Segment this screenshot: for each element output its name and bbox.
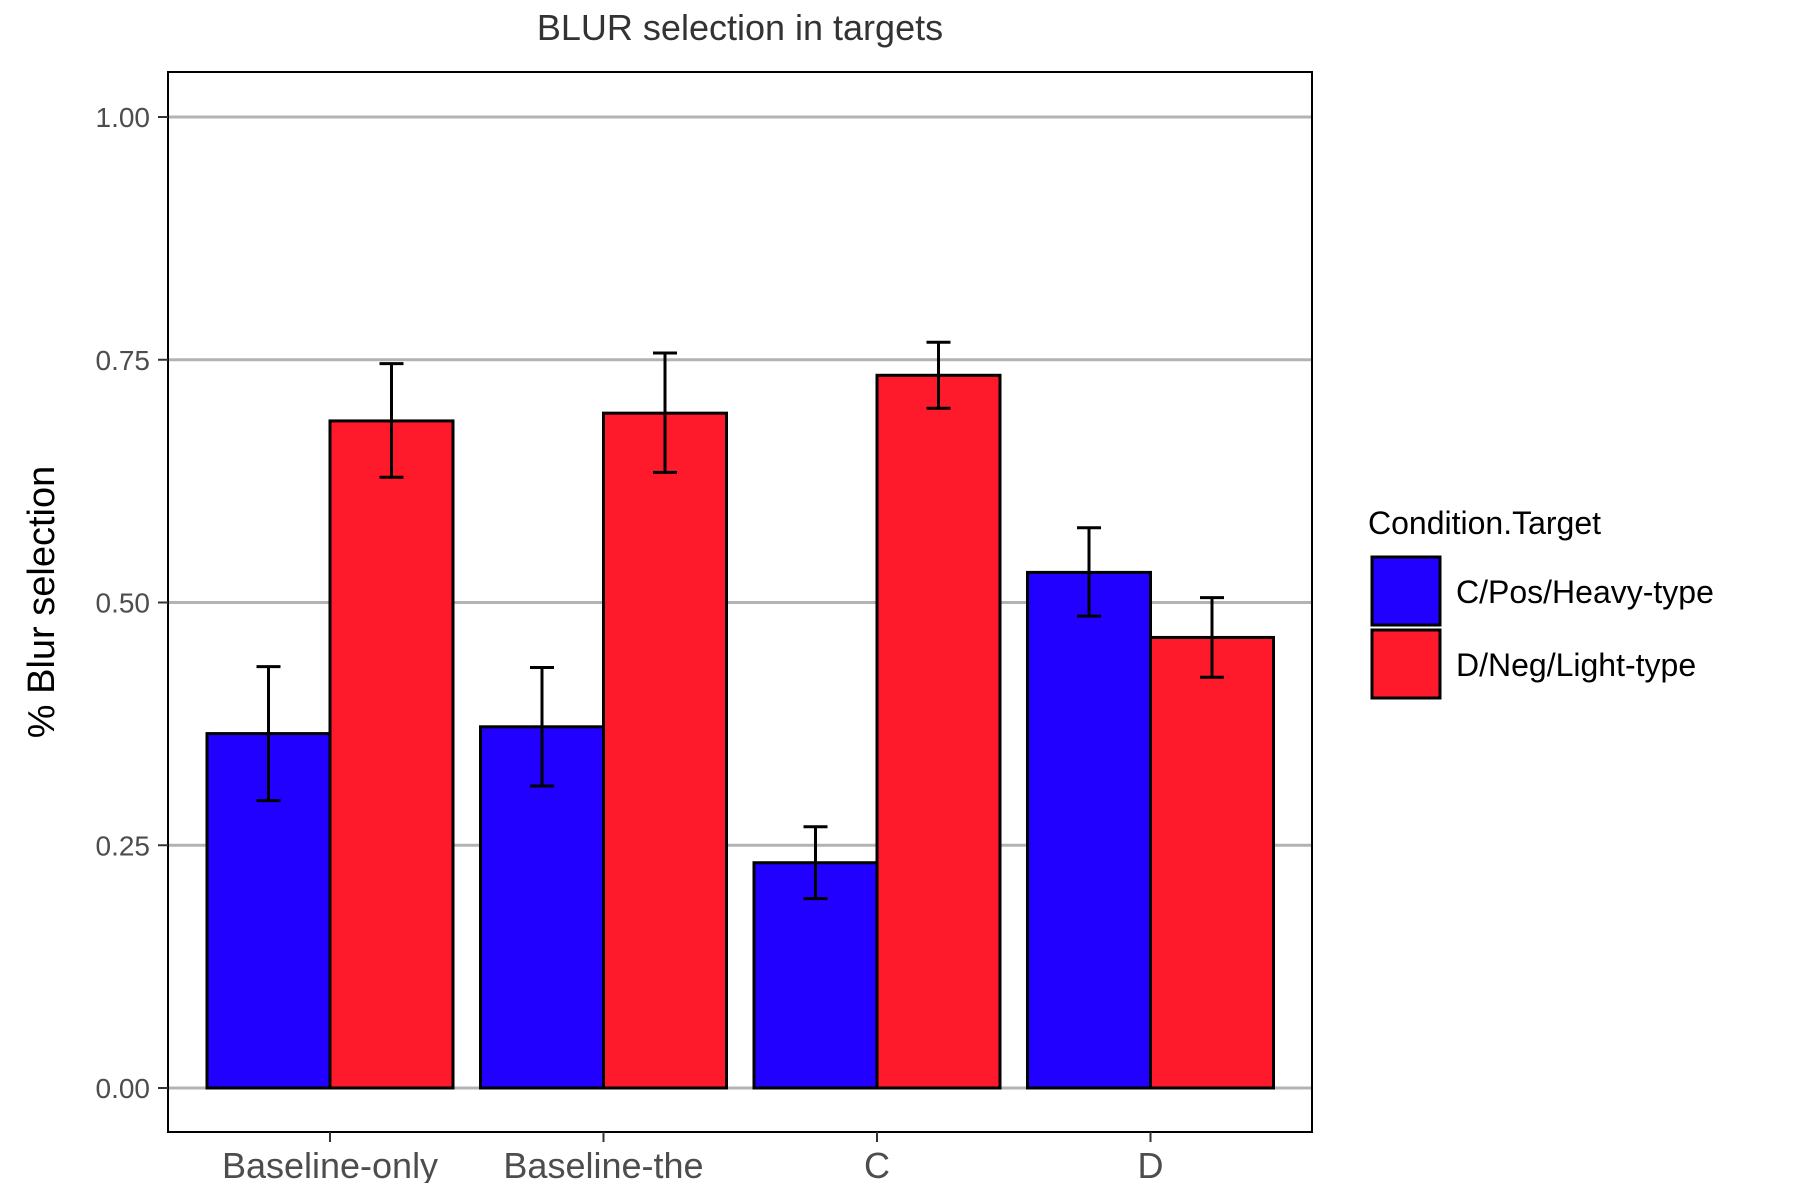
legend-label: D/Neg/Light-type [1456, 647, 1696, 683]
legend-key [1370, 628, 1442, 700]
legend: Condition.Target C/Pos/Heavy-type D/Neg/L… [1368, 505, 1714, 700]
y-tick-label: 0.25 [96, 830, 151, 861]
x-tick-label: C [864, 1145, 890, 1183]
bar [1149, 635, 1275, 1090]
y-tick-label: 0.75 [96, 345, 151, 376]
x-tick-label: Baseline-only [222, 1145, 438, 1183]
y-tick-label: 0.50 [96, 588, 151, 619]
legend-title: Condition.Target [1368, 505, 1601, 541]
y-axis: 0.00 0.25 0.50 0.75 1.00 [96, 102, 168, 1104]
bar [328, 419, 455, 1090]
bar [602, 411, 728, 1090]
x-tick-label: Baseline-the [503, 1145, 703, 1183]
chart-title: BLUR selection in targets [537, 7, 943, 48]
x-axis: Baseline-only Baseline-the C D [222, 1132, 1164, 1183]
y-axis-title: % Blur selection [21, 466, 63, 738]
bar [479, 725, 605, 1090]
y-tick-label: 0.00 [96, 1073, 151, 1104]
bars-layer [205, 373, 1275, 1090]
legend-label: C/Pos/Heavy-type [1456, 574, 1714, 610]
bar [1026, 570, 1152, 1090]
y-tick-label: 1.00 [96, 102, 151, 133]
x-tick-label: D [1138, 1145, 1164, 1183]
bar [875, 373, 1002, 1090]
legend-key [1370, 555, 1442, 627]
error-bars-layer [256, 340, 1224, 901]
